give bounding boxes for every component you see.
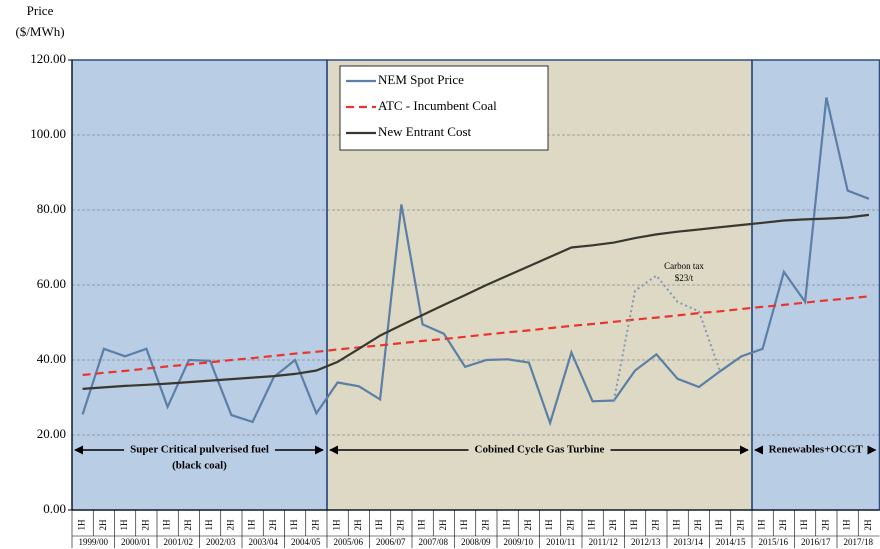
x-tick-label: 1H (799, 519, 809, 531)
x-tick-label: 1H (502, 519, 512, 531)
x-tick-label: 1H (332, 519, 342, 531)
y-tick-label: 120.00 (30, 51, 66, 66)
region (752, 60, 880, 510)
x-tick-label: 1H (162, 519, 172, 531)
x-tick-label: 2H (140, 519, 150, 531)
x-year-label: 2007/08 (418, 537, 448, 547)
y-tick-label: 60.00 (37, 276, 66, 291)
y-tick-label: 80.00 (37, 201, 66, 216)
y-tick-label: 20.00 (37, 426, 66, 441)
y-axis-label: Price (27, 3, 54, 18)
x-tick-label: 2H (310, 519, 320, 531)
x-tick-label: 1H (247, 519, 257, 531)
x-tick-label: 1H (629, 519, 639, 531)
x-tick-label: 2H (523, 519, 533, 531)
x-tick-label: 2H (98, 519, 108, 531)
legend-label: New Entrant Cost (378, 124, 472, 139)
x-tick-label: 1H (459, 519, 469, 531)
series-line (82, 213, 870, 390)
x-tick-label: 1H (374, 519, 384, 531)
x-tick-label: 1H (672, 519, 682, 531)
y-axis-label: ($/MWh) (15, 24, 64, 39)
x-year-label: 2014/15 (716, 537, 746, 547)
x-tick-label: 2H (183, 519, 193, 531)
x-tick-label: 2H (650, 519, 660, 531)
x-tick-label: 1H (714, 519, 724, 531)
x-year-label: 2005/06 (333, 537, 363, 547)
x-year-label: 2010/11 (546, 537, 575, 547)
y-tick-label: 100.00 (30, 126, 66, 141)
x-year-label: 2002/03 (206, 537, 236, 547)
y-tick-label: 40.00 (37, 351, 66, 366)
x-tick-label: 1H (204, 519, 214, 531)
x-tick-label: 2H (778, 519, 788, 531)
x-tick-label: 2H (693, 519, 703, 531)
x-tick-label: 2H (438, 519, 448, 531)
y-tick-label: 0.00 (43, 501, 66, 516)
annotation: $23/t (675, 273, 694, 283)
x-tick-label: 2H (395, 519, 405, 531)
x-tick-label: 1H (544, 519, 554, 531)
x-year-label: 2003/04 (248, 537, 278, 547)
x-year-label: 2016/17 (801, 537, 831, 547)
x-tick-label: 1H (289, 519, 299, 531)
x-year-label: 1999/00 (78, 537, 108, 547)
x-year-label: 2015/16 (758, 537, 788, 547)
x-year-label: 2013/14 (673, 537, 703, 547)
x-year-label: 2017/18 (843, 537, 873, 547)
x-tick-label: 2H (225, 519, 235, 531)
x-year-label: 2000/01 (121, 537, 151, 547)
legend-label: NEM Spot Price (378, 72, 464, 87)
x-tick-label: 2H (820, 519, 830, 531)
x-year-label: 2011/12 (589, 537, 618, 547)
x-tick-label: 2H (565, 519, 575, 531)
legend-label: ATC - Incumbent Coal (378, 98, 497, 113)
region-label: (black coal) (172, 460, 227, 472)
x-tick-label: 1H (587, 519, 597, 531)
x-year-label: 2009/10 (503, 537, 533, 547)
x-year-label: 2012/13 (631, 537, 661, 547)
x-tick-label: 2H (480, 519, 490, 531)
annotation: Carbon tax (664, 261, 704, 271)
x-year-label: 2006/07 (376, 537, 406, 547)
x-tick-label: 2H (863, 519, 873, 531)
region-label: Renewables+OCGT (769, 444, 864, 456)
x-tick-label: 1H (757, 519, 767, 531)
x-year-label: 2008/09 (461, 537, 491, 547)
region-label: Super Critical pulverised fuel (130, 444, 269, 456)
x-tick-label: 1H (119, 519, 129, 531)
x-tick-label: 2H (268, 519, 278, 531)
x-tick-label: 1H (842, 519, 852, 531)
x-tick-label: 2H (735, 519, 745, 531)
x-tick-label: 1H (77, 519, 87, 531)
x-year-label: 2001/02 (163, 537, 193, 547)
x-tick-label: 2H (353, 519, 363, 531)
region-label: Cobined Cycle Gas Turbine (475, 444, 605, 456)
x-year-label: 2004/05 (291, 537, 321, 547)
series-line (612, 274, 722, 401)
x-tick-label: 1H (417, 519, 427, 531)
series-line (81, 97, 870, 427)
x-tick-label: 2H (608, 519, 618, 531)
series-line (82, 295, 870, 377)
